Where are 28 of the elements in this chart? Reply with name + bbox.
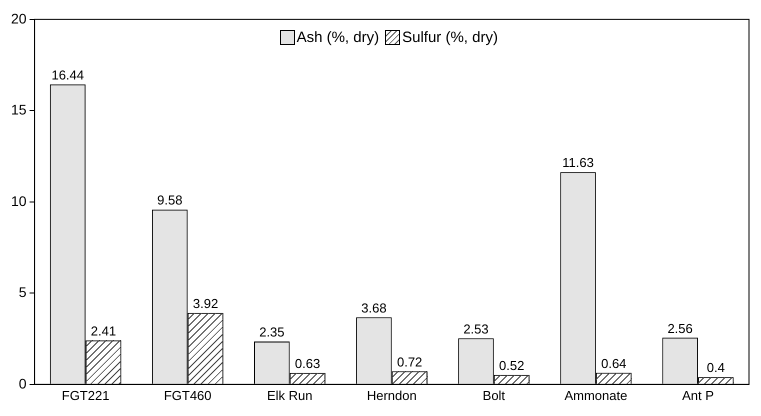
x-tick-label: Elk Run xyxy=(266,388,312,403)
legend-label: Sulfur (%, dry) xyxy=(402,29,498,46)
x-tick-label: Herndon xyxy=(366,388,417,403)
y-tick-label: 0 xyxy=(18,375,27,392)
data-label: 2.53 xyxy=(463,321,489,336)
y-tick-label: 15 xyxy=(10,102,27,118)
y-tick-label: 20 xyxy=(10,10,27,26)
data-label: 2.35 xyxy=(259,324,285,340)
x-tick-label: Ant P xyxy=(682,388,714,403)
data-label: 11.63 xyxy=(562,155,594,170)
data-label: 16.44 xyxy=(51,67,84,82)
data-label: 0.4 xyxy=(706,360,725,376)
legend-label: Ash (%, dry) xyxy=(296,29,380,46)
y-tick-label: 5 xyxy=(18,284,27,300)
data-label: 9.58 xyxy=(157,192,182,208)
data-label: 2.41 xyxy=(90,323,116,338)
data-label: 3.68 xyxy=(361,300,387,316)
data-label: 3.92 xyxy=(192,296,218,311)
x-tick-label: FGT221 xyxy=(62,388,110,403)
data-label: 0.72 xyxy=(396,354,422,370)
data-label: 2.56 xyxy=(667,320,693,336)
x-tick-label: FGT460 xyxy=(164,388,212,403)
x-tick-label: Ammonate xyxy=(564,388,628,403)
data-label: 0.64 xyxy=(601,356,626,371)
y-tick-label: 10 xyxy=(10,192,27,209)
x-tick-label: Bolt xyxy=(482,388,506,403)
data-label: 0.52 xyxy=(499,358,524,373)
data-label: 0.63 xyxy=(294,356,320,371)
